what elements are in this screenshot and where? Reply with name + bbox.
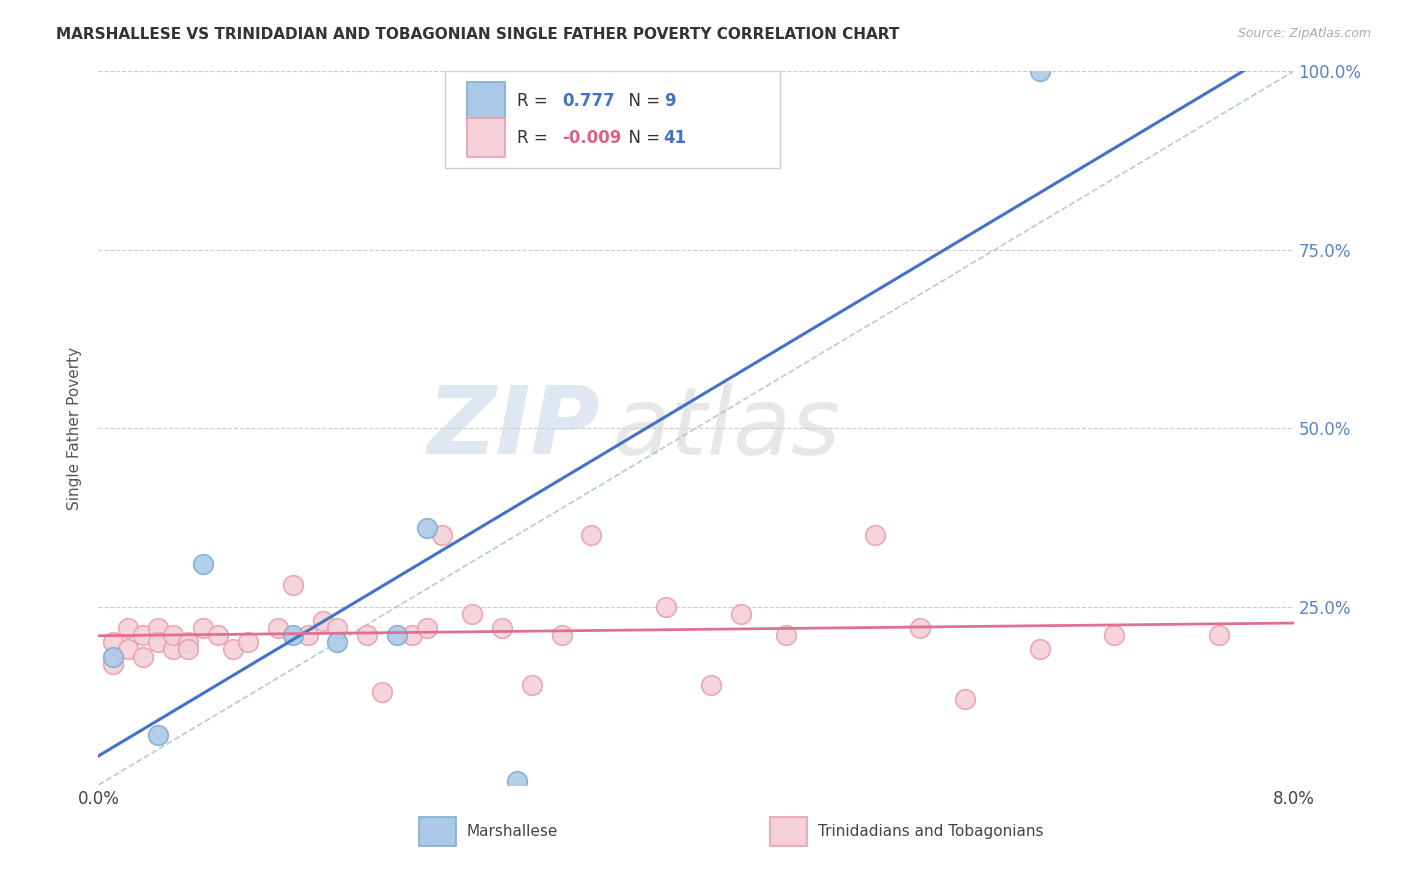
Point xyxy=(148,635,170,649)
Text: Marshallese: Marshallese xyxy=(467,824,558,838)
Point xyxy=(356,628,378,642)
Text: 9: 9 xyxy=(664,93,675,111)
Point xyxy=(461,607,484,621)
Point xyxy=(1104,628,1126,642)
Point xyxy=(132,649,155,664)
Point xyxy=(191,621,214,635)
Point xyxy=(162,628,184,642)
Text: R =: R = xyxy=(517,128,553,146)
Text: atlas: atlas xyxy=(613,383,841,474)
Point xyxy=(371,685,394,699)
Point xyxy=(177,635,200,649)
FancyBboxPatch shape xyxy=(467,82,505,120)
Point xyxy=(655,599,678,614)
Point xyxy=(281,578,304,592)
Point xyxy=(430,528,453,542)
Point xyxy=(148,621,170,635)
FancyBboxPatch shape xyxy=(446,71,780,168)
Point xyxy=(236,635,259,649)
Text: MARSHALLESE VS TRINIDADIAN AND TOBAGONIAN SINGLE FATHER POVERTY CORRELATION CHAR: MARSHALLESE VS TRINIDADIAN AND TOBAGONIA… xyxy=(56,27,900,42)
Point xyxy=(132,628,155,642)
Point xyxy=(117,642,139,657)
Point xyxy=(326,635,349,649)
Point xyxy=(385,628,409,642)
Point xyxy=(953,692,976,706)
Point xyxy=(700,678,723,692)
Point xyxy=(222,642,245,657)
Text: Trinidadians and Tobagonians: Trinidadians and Tobagonians xyxy=(818,824,1043,838)
Point xyxy=(103,635,125,649)
FancyBboxPatch shape xyxy=(419,817,456,846)
Point xyxy=(281,628,304,642)
Point xyxy=(103,657,125,671)
Text: 0.777: 0.777 xyxy=(562,93,614,111)
Point xyxy=(730,607,752,621)
Text: N =: N = xyxy=(619,93,665,111)
Point xyxy=(520,678,543,692)
Point xyxy=(416,621,439,635)
Point xyxy=(1208,628,1230,642)
Point xyxy=(162,642,184,657)
Point xyxy=(191,557,214,571)
Point xyxy=(581,528,603,542)
FancyBboxPatch shape xyxy=(770,817,807,846)
Point xyxy=(416,521,439,535)
Point xyxy=(401,628,423,642)
Point xyxy=(775,628,797,642)
Point xyxy=(148,728,170,742)
Point xyxy=(207,628,229,642)
Point xyxy=(311,614,333,628)
Point xyxy=(1028,642,1050,657)
Text: Source: ZipAtlas.com: Source: ZipAtlas.com xyxy=(1237,27,1371,40)
Point xyxy=(177,642,200,657)
Point xyxy=(908,621,931,635)
Point xyxy=(326,621,349,635)
FancyBboxPatch shape xyxy=(467,119,505,157)
Text: ZIP: ZIP xyxy=(427,382,600,475)
Text: -0.009: -0.009 xyxy=(562,128,621,146)
Text: N =: N = xyxy=(619,128,665,146)
Text: 41: 41 xyxy=(664,128,686,146)
Y-axis label: Single Father Poverty: Single Father Poverty xyxy=(67,347,83,509)
Point xyxy=(1028,64,1050,78)
Point xyxy=(491,621,513,635)
Text: R =: R = xyxy=(517,93,553,111)
Point xyxy=(506,774,529,789)
Point xyxy=(865,528,887,542)
Point xyxy=(267,621,290,635)
Point xyxy=(103,649,125,664)
Point xyxy=(297,628,319,642)
Point xyxy=(550,628,572,642)
Point xyxy=(117,621,139,635)
